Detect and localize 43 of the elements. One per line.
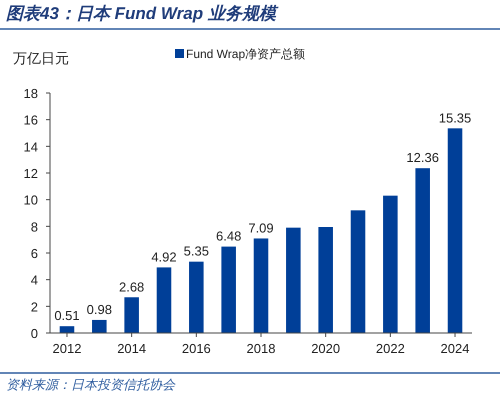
bar [448, 128, 462, 333]
bar [286, 228, 301, 333]
bar [124, 297, 139, 333]
bar [254, 238, 268, 333]
y-tick-label: 12 [24, 166, 38, 181]
bar [60, 326, 74, 333]
y-tick-label: 14 [24, 139, 38, 154]
data-label: 5.35 [184, 244, 209, 259]
y-tick-label: 10 [24, 192, 38, 208]
y-tick-label: 8 [30, 219, 38, 234]
chart-title: 图表43：日本 Fund Wrap 业务规模 [6, 4, 279, 23]
y-axis-title: 万亿日元 [13, 51, 69, 67]
data-label: 12.36 [406, 150, 439, 166]
x-tick-label: 2018 [246, 341, 276, 356]
bar [221, 246, 236, 333]
data-label: 7.09 [248, 220, 274, 236]
text: 资料来源：日本投资信托协会 [6, 378, 176, 393]
bar [318, 227, 333, 333]
x-tick-label: 2020 [311, 341, 340, 356]
bar [383, 196, 398, 333]
y-tick-label: 18 [24, 86, 38, 101]
x-tick-label: 2016 [182, 341, 211, 356]
bar [189, 262, 204, 333]
bar [415, 168, 430, 333]
data-label: 2.68 [118, 279, 144, 294]
bar [350, 210, 366, 333]
bar [92, 320, 107, 333]
data-label: 15.35 [438, 110, 472, 126]
y-tick-label: 4 [30, 272, 38, 288]
x-tick-label: 2014 [117, 341, 146, 356]
data-label: 6.48 [216, 228, 242, 244]
data-label: 0.51 [54, 308, 80, 324]
y-tick-label: 0 [30, 326, 38, 341]
data-label: 0.98 [86, 302, 112, 317]
legend-label: Fund Wrap净资产总额 [186, 47, 306, 61]
x-tick-label: 2022 [376, 341, 405, 356]
y-tick-label: 6 [30, 246, 38, 261]
y-tick-label: 2 [30, 299, 38, 314]
x-tick-label: 2024 [440, 341, 470, 356]
x-tick-label: 2012 [52, 341, 82, 356]
y-tick-label: 16 [24, 112, 38, 128]
bar [156, 267, 172, 333]
data-label: 4.92 [151, 249, 177, 264]
